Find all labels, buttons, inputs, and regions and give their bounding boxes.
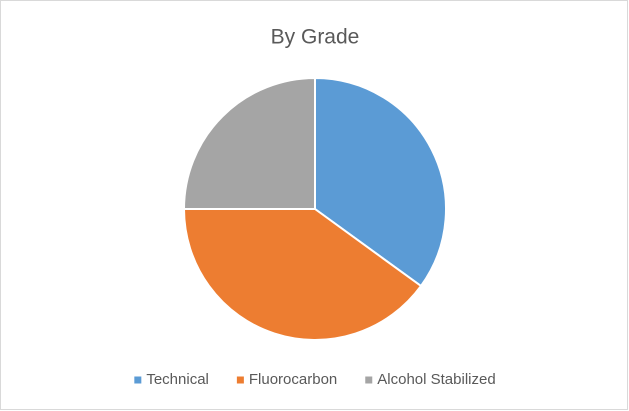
legend-label: Technical (146, 371, 209, 388)
legend-label: Alcohol Stabilized (377, 371, 495, 388)
pie-slice (182, 76, 316, 210)
pie-slice (182, 208, 423, 341)
legend-swatch (134, 376, 142, 384)
pie-slice (314, 76, 447, 288)
legend-swatch (365, 376, 373, 384)
legend-label: Fluorocarbon (249, 371, 337, 388)
chart-title: By Grade (271, 26, 360, 49)
legend-swatch (236, 376, 244, 384)
